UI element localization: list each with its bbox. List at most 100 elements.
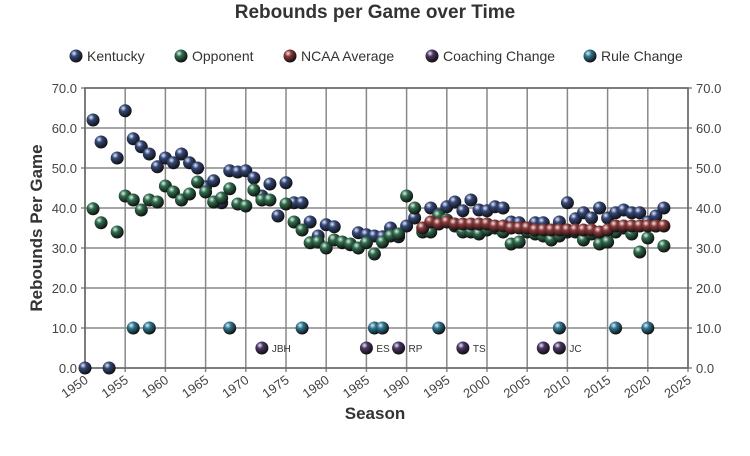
x-tick-label: 2010 <box>541 372 573 401</box>
x-tick-label: 1985 <box>340 372 372 401</box>
data-point-rule-change <box>432 321 446 335</box>
data-point-opponent <box>110 225 124 239</box>
y-tick-label-right: 60.0 <box>696 121 721 136</box>
data-point-kentucky <box>593 201 607 215</box>
x-axis-label: Season <box>345 404 405 423</box>
plot-border <box>84 87 689 369</box>
data-point-opponent <box>295 223 309 237</box>
data-point-opponent <box>367 247 381 261</box>
y-axis-label: Rebounds Per Game <box>27 144 46 311</box>
data-point-opponent <box>319 241 333 255</box>
data-point-kentucky <box>191 161 205 175</box>
legend-label[interactable]: NCAA Average <box>301 48 394 64</box>
data-point-rule-change <box>375 321 389 335</box>
y-tick-label-left: 40.0 <box>52 201 77 216</box>
data-point-opponent <box>166 185 180 199</box>
data-point-rule-change <box>126 321 140 335</box>
data-point-kentucky <box>279 176 293 190</box>
data-point-kentucky <box>303 215 317 229</box>
data-point-coaching-change <box>456 341 470 355</box>
legend-label[interactable]: Rule Change <box>601 48 683 64</box>
coaching-change-label: RP <box>409 344 423 355</box>
y-tick-label-left: 10.0 <box>52 321 77 336</box>
data-point-opponent <box>150 195 164 209</box>
data-point-opponent <box>400 189 414 203</box>
y-tick-label-right: 0.0 <box>696 361 714 376</box>
data-point-kentucky <box>150 160 164 174</box>
data-point-opponent <box>183 187 197 201</box>
data-point-opponent <box>134 203 148 217</box>
x-tick-label: 2020 <box>621 372 653 401</box>
data-point-opponent <box>601 235 615 249</box>
data-point-opponent <box>239 199 253 213</box>
y-tick-label-right: 20.0 <box>696 281 721 296</box>
data-point-opponent <box>287 215 301 229</box>
y-tick-label-left: 60.0 <box>52 121 77 136</box>
data-point-opponent <box>191 175 205 189</box>
data-point-kentucky <box>400 219 414 233</box>
coaching-change-label: ES <box>376 344 390 355</box>
y-tick-label-right: 10.0 <box>696 321 721 336</box>
x-tick-label: 2005 <box>501 372 533 401</box>
y-tick-label-left: 30.0 <box>52 241 77 256</box>
x-tick-label: 1995 <box>420 372 452 401</box>
data-point-kentucky <box>94 135 108 149</box>
data-point-kentucky <box>142 147 156 161</box>
coaching-change-label: JC <box>569 344 581 355</box>
y-tick-label-left: 20.0 <box>52 281 77 296</box>
x-tick-label: 1975 <box>259 372 291 401</box>
data-point-kentucky <box>86 113 100 127</box>
data-point-coaching-change <box>552 341 566 355</box>
data-point-kentucky <box>102 361 116 375</box>
x-tick-label: 1965 <box>179 372 211 401</box>
y-tick-label-right: 40.0 <box>696 201 721 216</box>
legend-label[interactable]: Kentucky <box>87 48 145 64</box>
data-point-kentucky <box>464 193 478 207</box>
x-tick-label: 1970 <box>219 372 251 401</box>
data-point-opponent <box>247 183 261 197</box>
data-point-kentucky <box>657 201 671 215</box>
data-point-kentucky <box>174 147 188 161</box>
data-point-rule-change <box>142 321 156 335</box>
data-point-coaching-change <box>359 341 373 355</box>
data-point-kentucky <box>327 220 341 234</box>
x-tick-label: 2000 <box>460 372 492 401</box>
x-tick-label: 1950 <box>58 372 90 401</box>
data-point-kentucky <box>166 156 180 170</box>
x-tick-label: 1980 <box>300 372 332 401</box>
data-point-ncaa-average <box>657 219 671 233</box>
data-marks: JBH ES RP TS JC <box>78 104 671 375</box>
data-point-coaching-change <box>392 341 406 355</box>
legend-marker <box>174 49 188 63</box>
y-tick-label-left: 70.0 <box>52 81 77 96</box>
data-point-kentucky <box>448 195 462 209</box>
data-point-kentucky <box>408 211 422 225</box>
data-point-rule-change <box>552 321 566 335</box>
data-point-opponent <box>94 216 108 230</box>
data-point-opponent <box>126 193 140 207</box>
data-point-rule-change <box>223 321 237 335</box>
data-point-kentucky <box>78 361 92 375</box>
x-tick-label: 1955 <box>99 372 131 401</box>
data-point-kentucky <box>271 209 285 223</box>
data-point-opponent <box>263 193 277 207</box>
data-point-kentucky <box>649 209 663 223</box>
data-point-opponent <box>215 191 229 205</box>
data-point-kentucky <box>207 174 221 188</box>
data-point-coaching-change <box>255 341 269 355</box>
chart-title: Rebounds per Game over Time <box>235 2 516 23</box>
y-tick-label-right: 50.0 <box>696 161 721 176</box>
data-point-kentucky <box>263 177 277 191</box>
data-point-opponent <box>392 227 406 241</box>
legend-label[interactable]: Opponent <box>192 48 254 64</box>
data-point-rule-change <box>641 321 655 335</box>
data-point-rule-change <box>609 321 623 335</box>
data-point-opponent <box>633 245 647 259</box>
data-point-kentucky <box>496 201 510 215</box>
legend-label[interactable]: Coaching Change <box>443 48 555 64</box>
y-tick-label-left: 0.0 <box>59 361 77 376</box>
x-tick-label: 1990 <box>380 372 412 401</box>
coaching-change-label: JBH <box>272 344 291 355</box>
